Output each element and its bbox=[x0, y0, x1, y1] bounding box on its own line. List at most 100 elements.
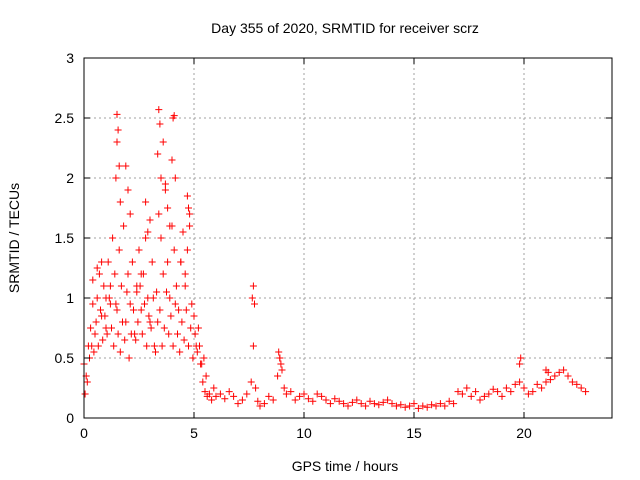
data-point bbox=[181, 270, 189, 278]
data-point bbox=[353, 396, 361, 404]
data-point bbox=[147, 324, 155, 332]
data-point bbox=[90, 348, 98, 356]
data-point bbox=[234, 400, 242, 408]
data-point bbox=[502, 384, 510, 392]
data-point bbox=[480, 392, 488, 400]
data-point bbox=[406, 402, 414, 410]
data-point bbox=[150, 342, 158, 350]
data-point bbox=[133, 288, 141, 296]
data-point bbox=[191, 330, 199, 338]
data-point bbox=[141, 300, 148, 308]
data-point bbox=[155, 210, 163, 218]
data-point bbox=[410, 400, 418, 408]
data-point bbox=[221, 395, 229, 403]
data-point bbox=[175, 306, 183, 314]
y-tick-label: 1.5 bbox=[55, 230, 75, 246]
data-point bbox=[436, 400, 444, 408]
data-point bbox=[432, 402, 440, 410]
data-point bbox=[164, 204, 172, 212]
data-point bbox=[156, 306, 164, 314]
data-point bbox=[326, 400, 334, 408]
data-point bbox=[542, 378, 550, 386]
data-point bbox=[93, 294, 101, 302]
data-point bbox=[300, 390, 308, 398]
data-point bbox=[153, 288, 161, 296]
data-point bbox=[164, 258, 172, 266]
data-point bbox=[157, 174, 165, 182]
data-point bbox=[494, 388, 502, 396]
data-point bbox=[370, 400, 378, 408]
data-point bbox=[132, 336, 140, 344]
data-point bbox=[152, 348, 159, 356]
data-point bbox=[205, 390, 213, 398]
data-point bbox=[126, 210, 134, 218]
data-point bbox=[170, 246, 178, 254]
data-point bbox=[95, 270, 103, 278]
data-point bbox=[524, 390, 532, 398]
data-point bbox=[335, 397, 343, 405]
data-point bbox=[280, 384, 288, 392]
data-point bbox=[423, 403, 431, 411]
data-point bbox=[546, 376, 554, 384]
data-point bbox=[94, 342, 102, 350]
data-point bbox=[111, 270, 119, 278]
data-point bbox=[269, 396, 277, 404]
data-point bbox=[172, 282, 180, 290]
data-point bbox=[216, 390, 224, 398]
data-point bbox=[516, 360, 524, 368]
data-point bbox=[137, 306, 145, 314]
data-point bbox=[143, 342, 151, 350]
data-point bbox=[120, 222, 128, 230]
data-point bbox=[128, 258, 136, 266]
data-point bbox=[582, 388, 590, 396]
data-point bbox=[108, 324, 115, 332]
data-point bbox=[187, 324, 195, 332]
data-point bbox=[201, 388, 209, 396]
data-point bbox=[121, 336, 129, 344]
data-point bbox=[463, 384, 471, 392]
y-tick-label: 0.5 bbox=[55, 350, 75, 366]
y-axis-label: SRMTID / TECUs bbox=[6, 183, 22, 293]
data-point bbox=[182, 306, 190, 314]
data-point bbox=[344, 402, 352, 410]
data-point bbox=[362, 402, 370, 410]
data-point bbox=[148, 258, 156, 266]
data-point bbox=[208, 396, 216, 404]
data-point bbox=[137, 270, 145, 278]
data-point bbox=[379, 398, 387, 406]
data-point bbox=[155, 106, 163, 114]
data-point bbox=[142, 198, 150, 206]
data-point bbox=[476, 396, 484, 404]
data-point bbox=[375, 401, 383, 409]
data-point bbox=[318, 392, 326, 400]
x-tick-label: 20 bbox=[516, 425, 532, 441]
data-point bbox=[124, 270, 132, 278]
data-point bbox=[117, 282, 125, 290]
axis-ticks bbox=[83, 57, 612, 419]
data-point bbox=[160, 324, 168, 332]
data-point bbox=[287, 388, 295, 396]
data-point bbox=[126, 300, 134, 308]
data-point bbox=[178, 318, 186, 326]
y-tick-label: 2 bbox=[66, 170, 74, 186]
data-point bbox=[485, 390, 493, 398]
data-point bbox=[498, 392, 506, 400]
data-point bbox=[419, 402, 427, 410]
y-tick-label: 2.5 bbox=[55, 110, 75, 126]
data-point bbox=[116, 198, 124, 206]
data-point bbox=[313, 390, 321, 398]
data-point bbox=[278, 366, 286, 374]
data-point bbox=[102, 294, 110, 302]
data-point bbox=[154, 150, 162, 158]
data-point bbox=[134, 318, 142, 326]
data-point bbox=[87, 324, 95, 332]
data-point bbox=[158, 342, 166, 350]
data-point bbox=[110, 342, 118, 350]
data-point bbox=[252, 384, 260, 392]
data-point bbox=[450, 400, 458, 408]
data-point bbox=[190, 312, 198, 320]
data-point bbox=[114, 330, 122, 338]
data-point bbox=[112, 300, 120, 308]
data-point bbox=[119, 318, 126, 326]
